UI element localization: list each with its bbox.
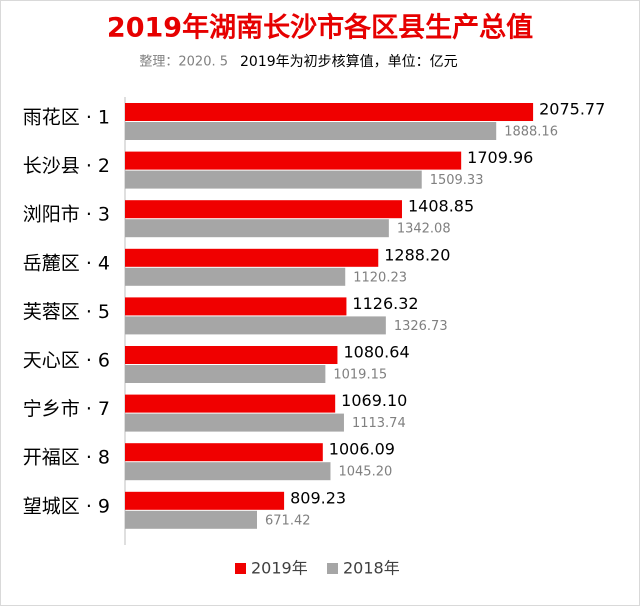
data-label: 1069.10 — [341, 391, 407, 410]
chart-subtitle: 整理：2020. 5 — [139, 55, 228, 70]
y-tick-label: 芙蓉区 · 5 — [23, 301, 110, 323]
legend-label: 2019年 — [251, 559, 308, 578]
bar — [125, 346, 338, 364]
bar — [125, 443, 323, 462]
data-label: 1342.08 — [397, 222, 451, 237]
data-label: 1888.16 — [504, 125, 558, 140]
data-label: 1326.73 — [394, 319, 448, 334]
y-tick-label: 天心区 · 6 — [23, 350, 110, 372]
y-tick-label: 开福区 · 8 — [23, 447, 110, 469]
bar — [125, 297, 347, 316]
bar — [125, 510, 258, 529]
bar — [125, 413, 344, 432]
bar — [125, 316, 386, 335]
data-label: 1709.96 — [467, 148, 533, 167]
data-label: 1045.20 — [338, 465, 392, 480]
data-label: 1126.32 — [352, 294, 418, 313]
bar — [125, 491, 285, 510]
bar — [125, 103, 534, 121]
y-tick-label: 雨花区 · 1 — [23, 107, 110, 129]
legend-swatch — [235, 563, 246, 574]
bar — [125, 122, 497, 140]
data-label: 671.42 — [265, 513, 311, 528]
y-tick-label: 浏阳市 · 3 — [23, 204, 110, 226]
y-tick-label: 宁乡市 · 7 — [23, 398, 110, 420]
data-label: 1408.85 — [408, 197, 474, 216]
data-label: 1006.09 — [329, 440, 395, 459]
bar — [125, 200, 402, 219]
chart-subtitle: 2019年为初步核算值，单位：亿元 — [240, 53, 458, 70]
data-label: 1019.15 — [333, 368, 387, 383]
bar — [125, 219, 389, 238]
chart-title: 2019年湖南长沙市各区县生产总值 — [107, 12, 533, 44]
y-tick-label: 长沙县 · 2 — [23, 155, 110, 177]
legend-label: 2018年 — [343, 559, 400, 578]
data-label: 1080.64 — [343, 343, 409, 362]
bar — [125, 462, 331, 481]
bar — [125, 248, 379, 267]
y-tick-label: 岳麓区 · 4 — [23, 252, 110, 274]
data-label: 2075.77 — [539, 100, 605, 119]
data-label: 809.23 — [290, 488, 346, 507]
data-label: 1113.74 — [352, 416, 406, 431]
bar — [125, 267, 346, 286]
legend-swatch — [327, 563, 338, 574]
data-label: 1120.23 — [353, 270, 407, 285]
bar — [125, 394, 336, 413]
data-label: 1509.33 — [430, 173, 484, 188]
data-label: 1288.20 — [384, 245, 450, 264]
bar — [125, 151, 462, 170]
bar — [125, 365, 326, 383]
y-tick-label: 望城区 · 9 — [23, 495, 110, 517]
bar — [125, 170, 422, 189]
